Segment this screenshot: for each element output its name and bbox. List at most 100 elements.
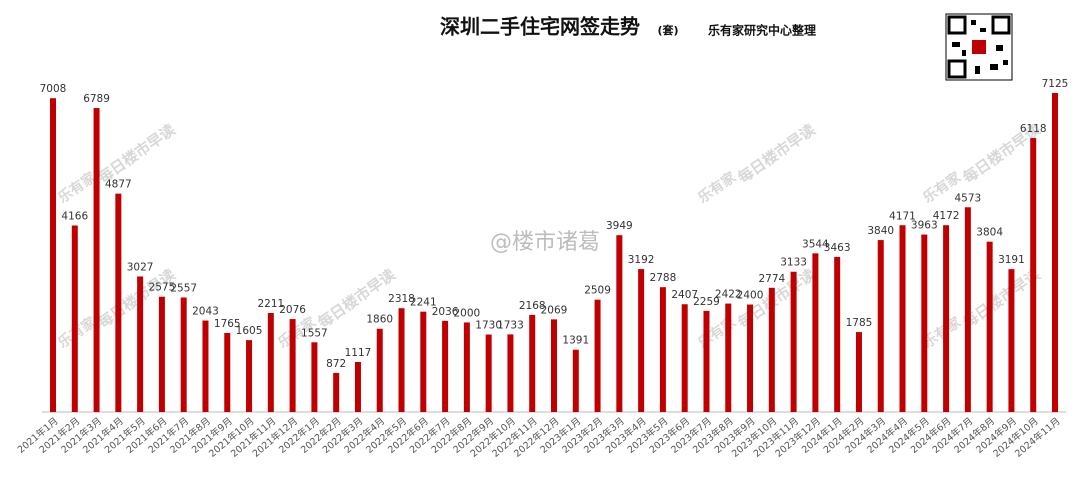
chart-title: 深圳二手住宅网签走势 [440,15,640,39]
value-label: 2557 [170,283,197,295]
watermark: 每日楼市早读 [95,121,179,187]
bar [812,253,819,412]
value-label: 1733 [497,319,524,331]
bar [420,311,427,412]
bar [703,310,710,412]
value-label: 3840 [867,225,894,237]
bar [638,269,645,412]
value-label: 4172 [933,210,960,222]
watermark: 乐有家 [695,168,740,207]
value-label: 7125 [1042,78,1069,90]
value-label: 3804 [976,227,1003,239]
bar [246,340,253,412]
bar [747,304,754,412]
value-label: 2788 [650,272,677,284]
bar [1008,269,1015,412]
value-label: 6789 [83,93,110,105]
bar [267,313,274,412]
bar [551,319,557,412]
value-label: 1391 [562,335,589,347]
value-label: 2168 [519,300,546,312]
bar [376,328,383,412]
value-label: 1730 [475,320,502,332]
value-label: 2076 [279,304,306,316]
value-label: 4877 [105,179,132,191]
bar [1030,138,1037,412]
bar [659,287,666,412]
value-label: 2422 [715,289,742,301]
bar [311,342,318,412]
bar [899,225,906,412]
bar [354,361,361,412]
value-label: 7008 [40,83,67,95]
value-label: 2575 [149,282,176,294]
value-label: 1765 [214,318,241,330]
value-label: 3192 [628,254,655,266]
bar [986,241,993,412]
value-label: 3949 [606,220,633,232]
bar [921,234,928,412]
watermark: @楼市诸葛 [490,230,600,255]
source-label: 乐有家研究中心整理 [708,23,816,38]
value-label: 3544 [802,238,829,250]
bar [855,332,862,412]
value-label: 2259 [693,296,720,308]
bar [616,235,623,412]
value-label: 3963 [911,220,938,232]
bar [943,225,950,412]
bar [681,304,688,412]
bar [768,287,775,412]
value-label: 2000 [454,307,481,319]
value-label: 2774 [758,273,785,285]
bar [180,297,187,412]
value-label: 1605 [236,325,263,337]
bar [50,98,56,413]
bar [93,108,100,412]
bar [572,349,579,412]
bar [877,240,884,412]
bar [442,320,449,412]
bar [289,319,296,412]
qr-code [945,13,1013,81]
value-label: 2509 [584,285,611,297]
value-label: 2318 [388,293,415,305]
value-label: 4573 [955,192,982,204]
value-label: 2211 [257,298,284,310]
value-label: 872 [326,358,346,370]
value-label: 1785 [846,317,873,329]
value-label: 2043 [192,306,219,318]
value-label: 1117 [345,347,372,359]
watermark: 乐有家 [55,168,100,207]
bar [529,314,536,412]
bar [507,334,514,412]
value-label: 3133 [780,257,807,269]
bar [725,303,732,412]
watermark: 每日楼市早读 [95,266,179,332]
bar [485,334,492,412]
bar [964,207,971,412]
value-label: 3027 [127,261,154,273]
watermark: 每日楼市早读 [735,121,819,187]
value-label: 6118 [1020,123,1047,135]
bar [834,256,841,412]
value-label: 1557 [301,327,328,339]
bar [463,322,470,412]
value-label: 3463 [824,242,851,254]
value-label: 2241 [410,297,437,309]
value-label: 4171 [889,210,916,222]
bar [398,308,405,412]
value-label: 3191 [998,254,1025,266]
value-label: 2400 [737,290,764,302]
bar [790,271,797,412]
value-label: 2407 [671,289,698,301]
bar [202,320,209,412]
bar [115,193,122,412]
bar [333,372,340,412]
value-label: 2036 [432,306,459,318]
value-label: 4166 [61,210,88,222]
bar [594,299,601,412]
watermark: 乐有家 [695,313,740,352]
value-label: 2069 [541,304,568,316]
